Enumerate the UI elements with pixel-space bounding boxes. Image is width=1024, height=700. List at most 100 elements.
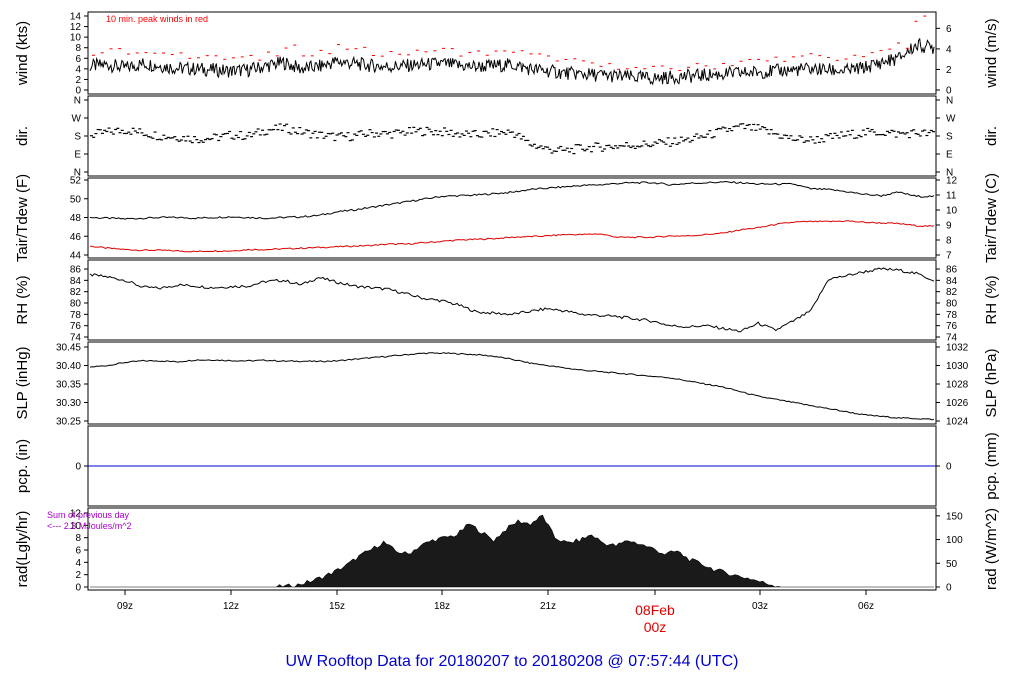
chart-title: UW Rooftop Data for 20180207 to 20180208… [286, 653, 739, 670]
temp-left-tick-label: 46 [70, 232, 82, 243]
temp-right-tick-label: 10 [946, 206, 958, 217]
x-tick-label: 15z [329, 601, 345, 612]
wind-peak-annotation: 10 min. peak winds in red [106, 14, 208, 24]
wind-left-tick-label: 10 [70, 33, 82, 44]
wind-left-tick-label: 6 [75, 54, 81, 65]
rad-left-tick-label: 8 [75, 533, 81, 544]
date-label-hour: 00z [644, 619, 667, 635]
dir-right-tick-label: N [946, 168, 953, 179]
temp-left-axis-label: Tair/Tdew (F) [14, 174, 31, 262]
slp-right-axis-label: SLP (hPa) [983, 349, 1000, 418]
rad-frame [87, 507, 937, 591]
wind-left-tick-label: 4 [75, 64, 81, 75]
wind-right-tick-label: 0 [946, 86, 952, 97]
temp-left-tick-label: 44 [70, 251, 82, 262]
radiation-note-line2: <--- 2.3 MJoules/m^2 [47, 521, 132, 531]
slp-right-tick-label: 1030 [946, 361, 969, 372]
rh-left-tick-label: 80 [70, 299, 82, 310]
wind-left-tick-label: 0 [75, 86, 81, 97]
pcp-left-axis-label: pcp. (in) [14, 439, 31, 493]
wind-right-tick-label: 2 [946, 65, 952, 76]
dir-left-axis-label: dir. [14, 126, 31, 146]
wind-left-tick-label: 8 [75, 43, 81, 54]
x-tick-label: 12z [223, 601, 239, 612]
rad-left-tick-label: 4 [75, 558, 81, 569]
rh-right-tick-label: 76 [946, 321, 958, 332]
rh-right-tick-label: 80 [946, 299, 958, 310]
rad-right-tick-label: 50 [946, 559, 958, 570]
rh-right-tick-label: 84 [946, 276, 958, 287]
slp-left-axis-label: SLP (inHg) [14, 346, 31, 419]
rh-left-tick-label: 84 [70, 276, 82, 287]
wind-left-axis-label: wind (kts) [14, 21, 31, 86]
panel-slp: 30.25 30.30 30.35 30.40 30.45 1024 1026 1028 103… [14, 341, 1000, 428]
wind-frame [87, 11, 937, 95]
dir-left-tick-label: W [72, 114, 82, 125]
temp-right-tick-label: 12 [946, 176, 958, 187]
wind-right-tick-label: 6 [946, 24, 952, 35]
slp-left-tick-label: 30.25 [56, 417, 81, 428]
slp-right-tick-label: 1026 [946, 398, 969, 409]
rh-left-tick-label: 74 [70, 333, 82, 344]
panel-pcp: 0 0 pcp. (in) pcp. (mm) [14, 425, 1000, 507]
rh-left-tick-label: 86 [70, 265, 82, 276]
rad-left-tick-label: 12 [70, 509, 82, 520]
temp-right-tick-label: 8 [946, 236, 952, 247]
dir-left-tick-label: S [74, 132, 81, 143]
slp-left-tick-label: 30.35 [56, 380, 81, 391]
rh-frame [87, 259, 937, 341]
rad-right-tick-label: 100 [946, 535, 963, 546]
rh-right-tick-label: 78 [946, 310, 958, 321]
wind-right-tick-label: 4 [946, 44, 952, 55]
wind-speed-line [89, 37, 935, 86]
temp-left-tick-label: 52 [70, 176, 82, 187]
dir-left-tick-label: N [74, 96, 81, 107]
rh-right-tick-label: 74 [946, 333, 958, 344]
dir-frame [87, 95, 937, 177]
pcp-right-tick-label: 0 [946, 462, 952, 473]
rad-left-tick-label: 10 [70, 521, 82, 532]
rh-left-tick-label: 76 [70, 321, 82, 332]
wind-left-tick-label: 12 [70, 22, 82, 33]
x-tick-label: 21z [540, 601, 556, 612]
temp-left-tick-label: 48 [70, 213, 82, 224]
wind-left-tick-label: 2 [75, 75, 81, 86]
x-tick-label: 09z [117, 601, 133, 612]
rh-left-tick-label: 82 [70, 287, 82, 298]
rh-right-tick-label: 86 [946, 265, 958, 276]
dir-left-tick-label: E [74, 150, 81, 161]
rad-right-tick-label: 150 [946, 511, 963, 522]
dir-right-axis-label: dir. [983, 126, 1000, 146]
dir-right-tick-label: N [946, 96, 953, 107]
slp-right-tick-label: 1024 [946, 417, 969, 428]
pcp-right-axis-label: pcp. (mm) [983, 432, 1000, 500]
dewpoint-line [90, 220, 935, 253]
slp-left-tick-label: 30.45 [56, 343, 81, 354]
rh-right-tick-label: 82 [946, 287, 958, 298]
dir-right-tick-label: E [946, 150, 953, 161]
relative-humidity-line [89, 267, 935, 333]
rad-left-tick-label: 0 [75, 583, 81, 594]
x-tick-label: 03z [752, 601, 768, 612]
rad-left-tick-label: 2 [75, 570, 81, 581]
pcp-left-tick-label: 0 [75, 462, 81, 473]
temp-right-tick-label: 7 [946, 251, 952, 262]
slp-right-tick-label: 1028 [946, 380, 969, 391]
dir-right-tick-label: S [946, 132, 953, 143]
solar-radiation-area [90, 514, 934, 588]
slp-right-tick-label: 1032 [946, 343, 969, 354]
rh-left-axis-label: RH (%) [14, 275, 31, 324]
wind-right-axis-label: wind (m/s) [983, 18, 1000, 88]
x-tick-label: 06z [858, 601, 874, 612]
dir-right-tick-label: W [946, 114, 956, 125]
temp-right-tick-label: 9 [946, 221, 952, 232]
rh-left-tick-label: 78 [70, 310, 82, 321]
dir-left-tick-label: N [74, 168, 81, 179]
x-tick-label: 18z [434, 601, 450, 612]
radiation-note-line1: Sum of previous day [47, 510, 130, 520]
rad-right-tick-label: 0 [946, 583, 952, 594]
panel-temp: 44 46 48 50 52 7 8 9 10 11 12 Tair/Tdew (F) Tair/Tde… [14, 173, 1000, 263]
